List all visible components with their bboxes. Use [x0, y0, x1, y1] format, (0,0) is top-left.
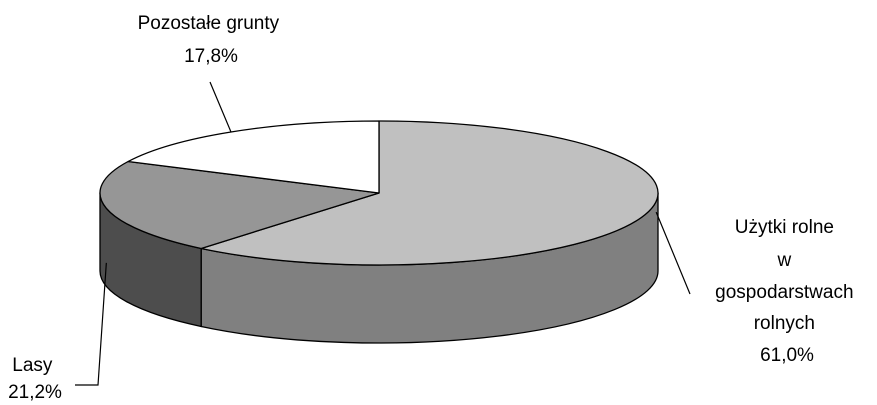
slice-label-uzytki-rolne: Użytki rolne w gospodarstwach rolnych 61… — [715, 217, 859, 366]
slice-label-lasy: Lasy 21,2% — [8, 355, 62, 403]
leader-line-lasy — [75, 262, 107, 386]
slice-label-line: Użytki rolne — [735, 217, 834, 238]
leader-line-uzytki-rolne — [655, 211, 691, 295]
slice-value-label: 61,0% — [760, 345, 814, 366]
slice-label-line: w — [776, 250, 791, 271]
pie-top — [99, 120, 659, 266]
slice-label-line: gospodarstwach — [715, 282, 853, 303]
leader-line-pozostale-grunty — [209, 81, 232, 133]
leader-lines — [75, 81, 691, 386]
slice-label-line: Lasy — [12, 355, 53, 376]
slice-label-line: Pozostałe grunty — [138, 13, 280, 34]
pie-slice-pozostale-grunty — [127, 120, 380, 194]
pie-slice-lasy — [99, 160, 380, 250]
slice-label-line: rolnych — [754, 313, 815, 334]
slice-value-label: 21,2% — [8, 382, 62, 403]
slice-label-pozostale-grunty: Pozostałe grunty 17,8% — [138, 13, 285, 67]
slice-value-label: 17,8% — [184, 46, 238, 67]
pie-slice-uzytki-rolne — [200, 120, 659, 266]
